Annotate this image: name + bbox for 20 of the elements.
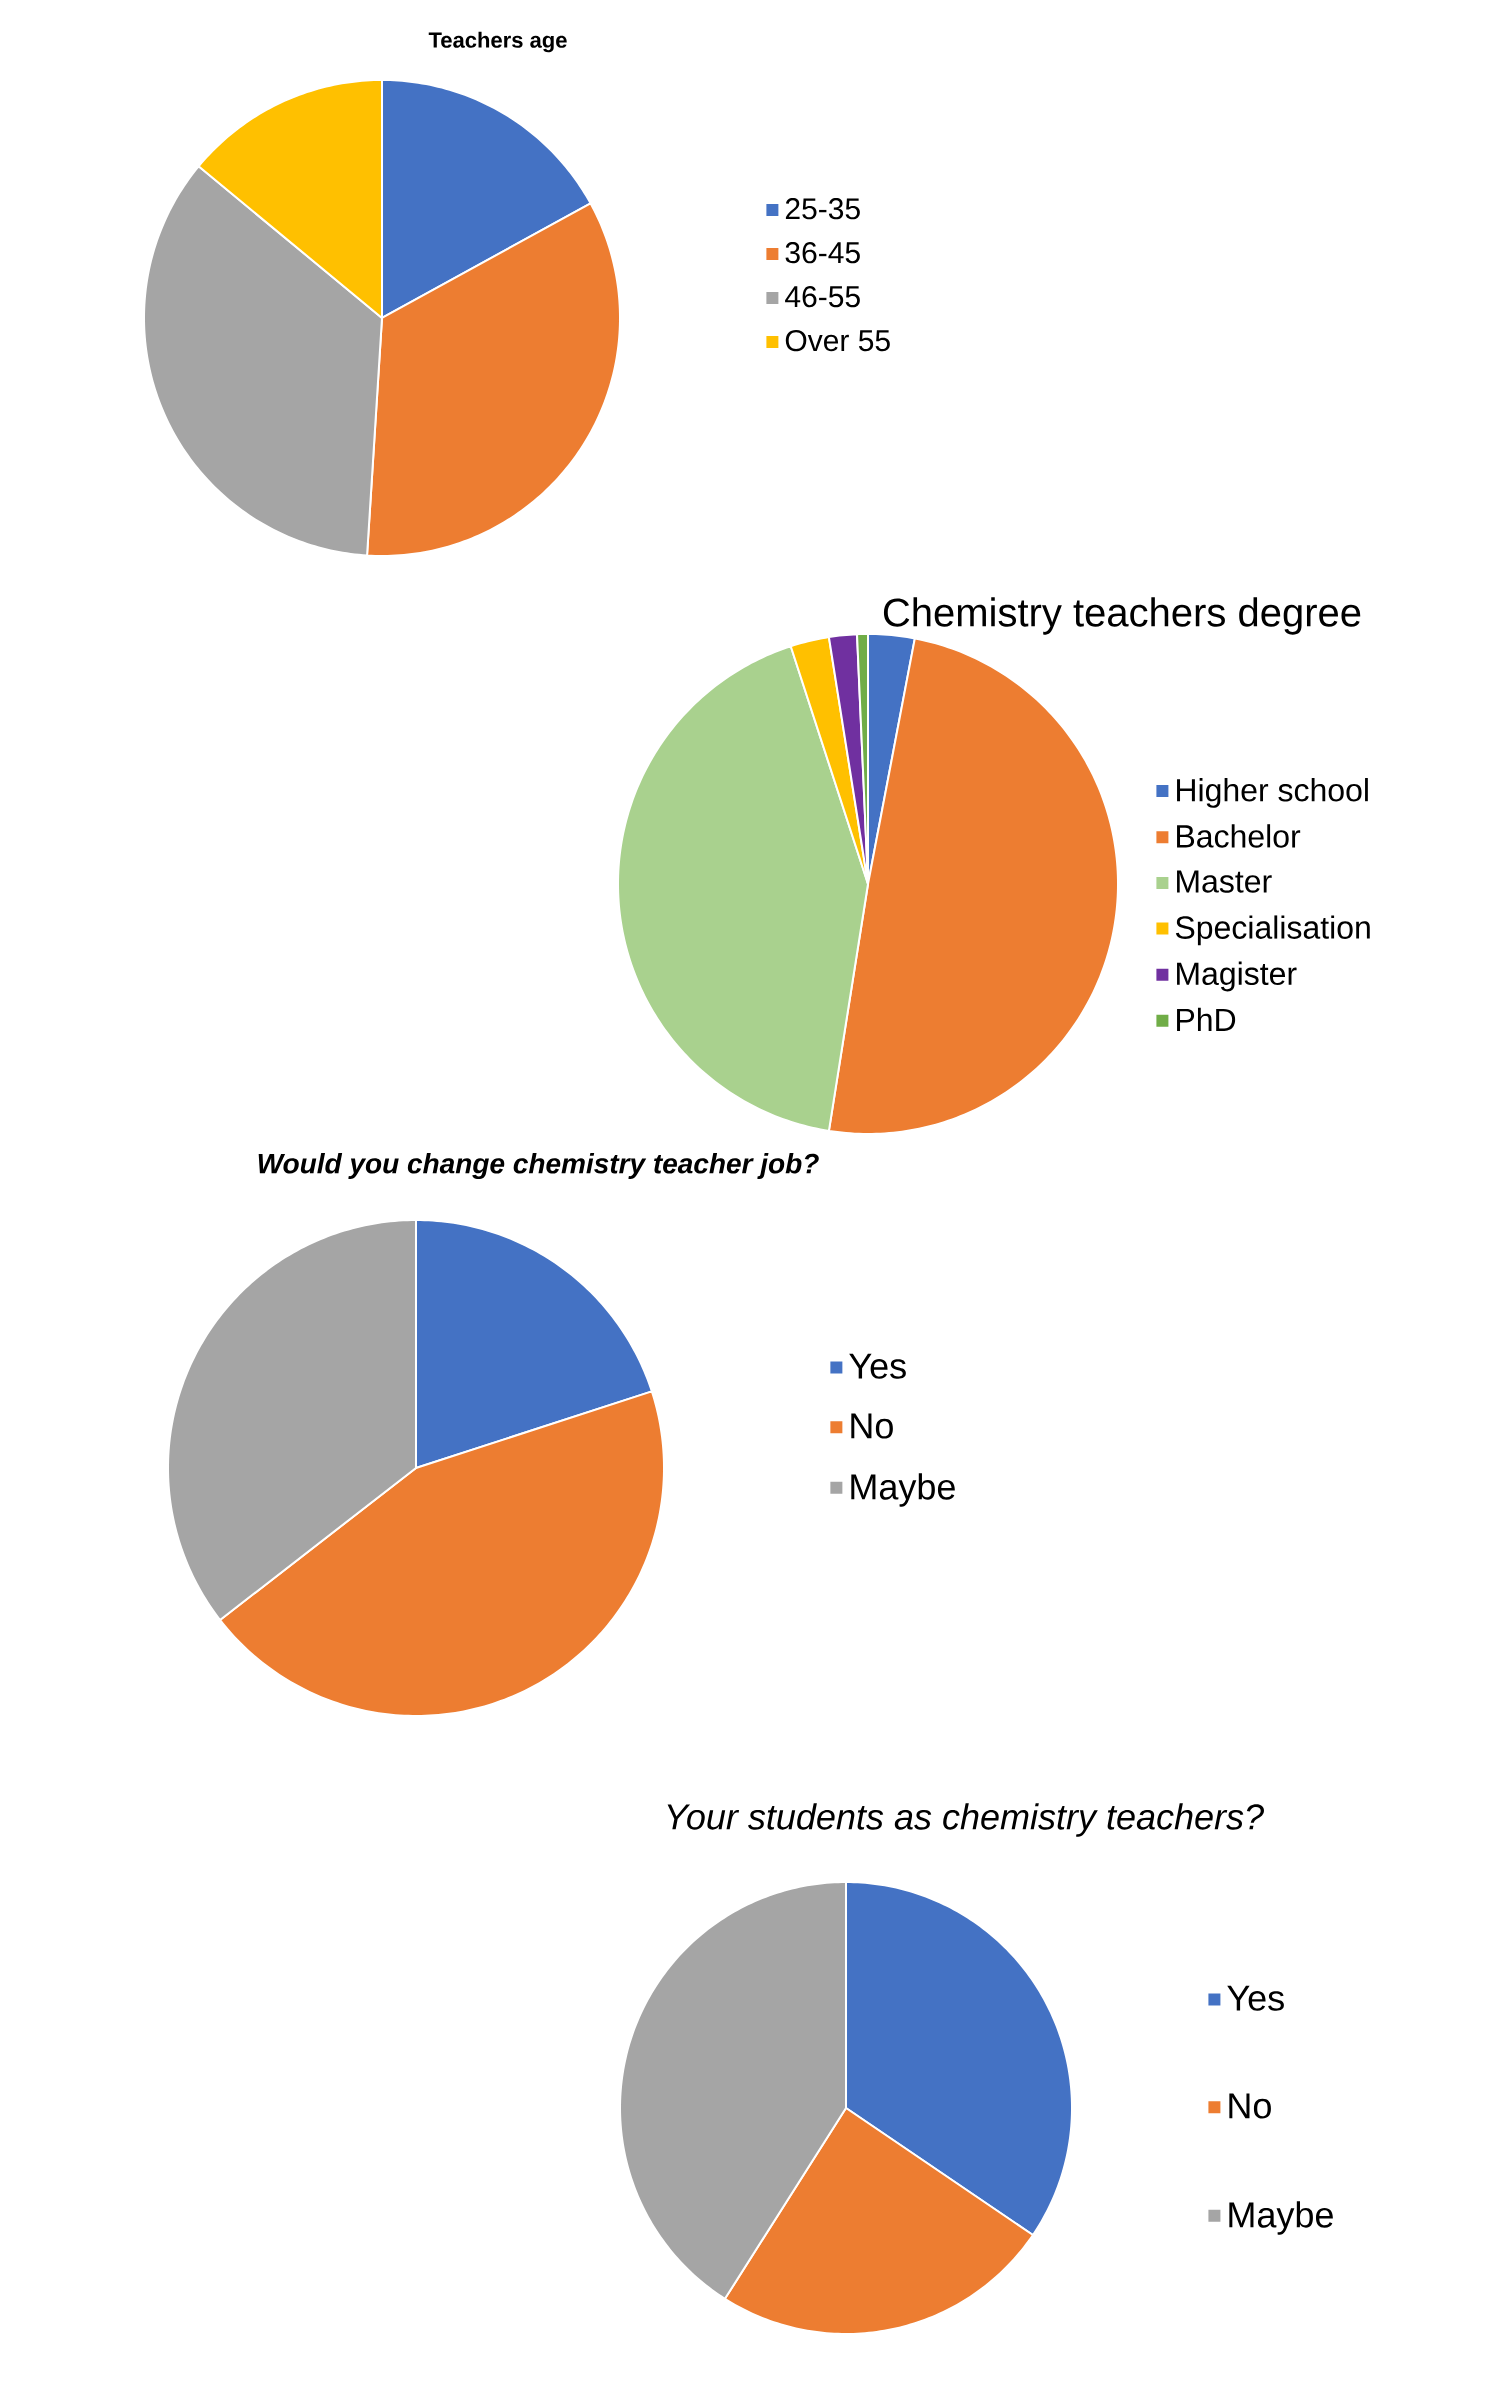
legend-label: Specialisation — [1175, 915, 1370, 946]
chart-title: Your students as chemistry teachers? — [667, 1803, 1264, 1837]
legend-label: Higher school — [1177, 778, 1368, 808]
legend-label: Master — [1177, 870, 1272, 893]
chart-title: Would you change chemistry teacher job? — [258, 1152, 819, 1180]
legend-label: Yes — [1227, 1985, 1284, 2011]
legend-label: 25-35 — [785, 198, 860, 220]
legend-label: No — [851, 1413, 893, 1439]
legend-label: Maybe — [851, 1473, 955, 1507]
legend-label: Yes — [849, 1353, 906, 1379]
legend-label: Maybe — [1229, 2201, 1333, 2235]
legend-label: 46-55 — [785, 285, 860, 308]
legend-label: 36-45 — [785, 242, 860, 264]
legend-label: PhD — [1177, 1007, 1236, 1031]
legend-label: No — [1229, 2093, 1271, 2119]
chart-title: Teachers age — [428, 31, 567, 53]
legend-label: Bachelor — [1177, 824, 1301, 848]
chart-title: Chemistry teachers degree — [883, 597, 1361, 635]
legend-label: Magister — [1177, 961, 1297, 992]
legend-label: Over 55 — [785, 329, 890, 352]
